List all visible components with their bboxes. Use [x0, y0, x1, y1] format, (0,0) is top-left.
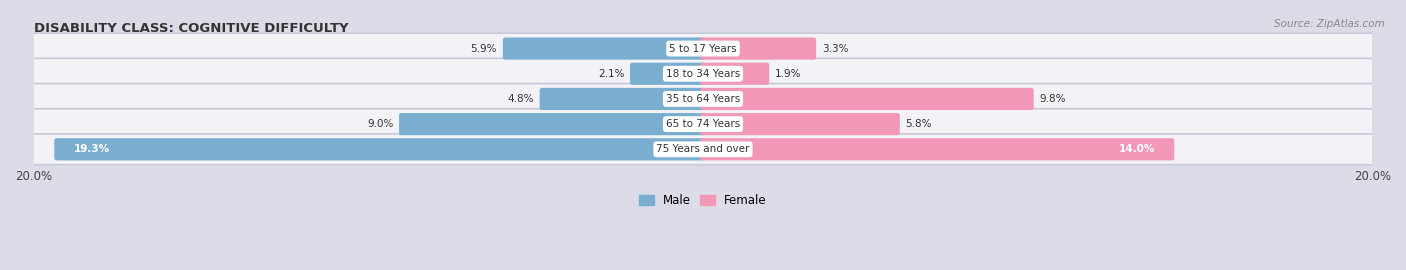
FancyBboxPatch shape	[700, 88, 1033, 110]
FancyBboxPatch shape	[700, 138, 1174, 160]
FancyBboxPatch shape	[503, 38, 706, 60]
Legend: Male, Female: Male, Female	[636, 190, 770, 211]
FancyBboxPatch shape	[28, 134, 1378, 165]
Text: 4.8%: 4.8%	[508, 94, 534, 104]
FancyBboxPatch shape	[700, 38, 815, 60]
Text: 5.9%: 5.9%	[471, 43, 498, 53]
Text: 75 Years and over: 75 Years and over	[657, 144, 749, 154]
Text: 35 to 64 Years: 35 to 64 Years	[666, 94, 740, 104]
Text: 1.9%: 1.9%	[775, 69, 801, 79]
Text: 5 to 17 Years: 5 to 17 Years	[669, 43, 737, 53]
FancyBboxPatch shape	[28, 84, 1378, 114]
FancyBboxPatch shape	[55, 138, 706, 160]
Text: 5.8%: 5.8%	[905, 119, 932, 129]
FancyBboxPatch shape	[630, 63, 706, 85]
FancyBboxPatch shape	[28, 109, 1378, 140]
Text: 9.0%: 9.0%	[367, 119, 394, 129]
Text: 14.0%: 14.0%	[1119, 144, 1154, 154]
FancyBboxPatch shape	[700, 113, 900, 135]
Text: 3.3%: 3.3%	[823, 43, 848, 53]
Text: DISABILITY CLASS: COGNITIVE DIFFICULTY: DISABILITY CLASS: COGNITIVE DIFFICULTY	[34, 22, 349, 35]
Text: 19.3%: 19.3%	[73, 144, 110, 154]
FancyBboxPatch shape	[28, 58, 1378, 89]
FancyBboxPatch shape	[28, 33, 1378, 64]
FancyBboxPatch shape	[700, 63, 769, 85]
Text: 9.8%: 9.8%	[1039, 94, 1066, 104]
Text: Source: ZipAtlas.com: Source: ZipAtlas.com	[1274, 19, 1385, 29]
Text: 18 to 34 Years: 18 to 34 Years	[666, 69, 740, 79]
FancyBboxPatch shape	[540, 88, 706, 110]
Text: 65 to 74 Years: 65 to 74 Years	[666, 119, 740, 129]
FancyBboxPatch shape	[399, 113, 706, 135]
Text: 2.1%: 2.1%	[598, 69, 624, 79]
